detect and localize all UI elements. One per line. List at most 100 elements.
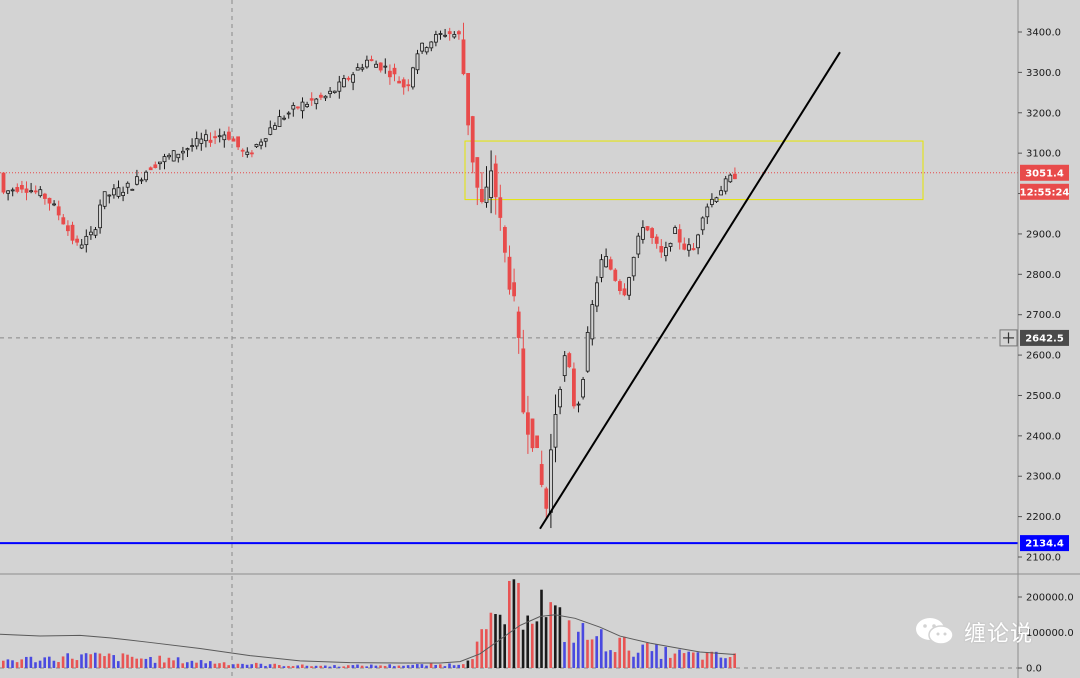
trendline xyxy=(539,51,841,530)
volume-bar xyxy=(75,660,79,668)
price-tick-label: 3300.0 xyxy=(1026,68,1061,79)
candle-body xyxy=(728,174,733,183)
candle-body xyxy=(52,203,56,206)
volume-bar xyxy=(383,665,387,668)
candle-body xyxy=(581,379,585,398)
candle-body xyxy=(378,62,383,71)
candle-body xyxy=(346,77,351,80)
volume-bar xyxy=(531,623,534,668)
candle-body xyxy=(33,190,38,193)
volume-bar xyxy=(71,658,74,668)
candle-body xyxy=(733,173,737,180)
candle-body xyxy=(410,67,415,88)
volume-bar xyxy=(521,629,525,668)
candle-body xyxy=(190,145,195,148)
candle-body xyxy=(526,412,530,435)
candle-body xyxy=(696,234,700,249)
volume-bar xyxy=(250,664,253,668)
candle-body xyxy=(590,304,595,340)
volume-bar xyxy=(112,655,115,668)
volume-bar xyxy=(222,662,226,668)
candle-body xyxy=(622,288,627,296)
volume-bar xyxy=(268,664,272,668)
last-price-tag-bg xyxy=(1020,164,1069,181)
candle-body xyxy=(56,206,61,216)
volume-bar xyxy=(351,665,355,668)
candle-body xyxy=(420,42,425,52)
candle-body xyxy=(479,189,484,202)
candle-body xyxy=(512,282,516,297)
volume-bar xyxy=(682,653,686,668)
volume-bar xyxy=(503,624,506,668)
volume-bar xyxy=(512,579,516,668)
volume-bar xyxy=(199,660,203,668)
volume-bar xyxy=(328,666,332,668)
candle-body xyxy=(98,204,102,229)
candle-body xyxy=(121,191,125,196)
candle-body xyxy=(659,246,664,253)
candle-body xyxy=(226,131,231,140)
candle-body xyxy=(15,187,20,192)
candle-body xyxy=(502,227,507,253)
candle-body xyxy=(249,152,254,155)
crosshair-price-tag-bg xyxy=(1020,329,1069,346)
volume-bar xyxy=(728,657,732,668)
volume-bar xyxy=(296,665,299,668)
candle-body xyxy=(167,154,172,158)
volume-bar xyxy=(627,650,631,668)
candle-body xyxy=(116,187,121,197)
candle-body xyxy=(314,98,319,105)
candle-body xyxy=(595,282,599,307)
volume-bar xyxy=(103,656,106,668)
candle-body xyxy=(415,53,420,71)
candle-body xyxy=(309,98,314,101)
volume-layer xyxy=(0,579,736,668)
volume-bar xyxy=(577,631,580,668)
crosshair-price-tag-text: 2642.5 xyxy=(1025,333,1064,344)
candle-body xyxy=(351,74,356,83)
candle-body xyxy=(282,117,287,120)
volume-bar xyxy=(466,660,470,668)
volume-bar xyxy=(314,665,318,668)
candle-body xyxy=(461,39,466,75)
candle-body xyxy=(130,188,135,191)
volume-bar xyxy=(443,666,447,668)
candle-body xyxy=(277,116,282,127)
volume-bar xyxy=(678,649,681,668)
candle-body xyxy=(673,227,677,234)
price-tick-label: 3200.0 xyxy=(1026,108,1061,119)
candle-body xyxy=(650,228,654,239)
candle-body xyxy=(438,33,443,35)
volume-bar xyxy=(278,665,281,668)
volume-bar xyxy=(452,665,456,668)
candle-body xyxy=(89,231,93,236)
last-price-tag-text: 3051.4 xyxy=(1025,168,1064,179)
candle-body xyxy=(604,256,608,268)
candle-body xyxy=(236,136,241,148)
volume-bar xyxy=(259,663,263,668)
candle-body xyxy=(19,185,24,190)
candle-body xyxy=(240,149,245,152)
volume-bar xyxy=(273,663,276,668)
candle-body xyxy=(134,176,139,185)
volume-bar xyxy=(291,666,295,668)
support-level-tag: 2134.4 xyxy=(1020,535,1069,552)
volume-bar xyxy=(710,651,713,668)
volume-bar xyxy=(144,658,148,668)
volume-bar xyxy=(457,664,460,668)
candle-body xyxy=(180,150,185,154)
volume-bar xyxy=(659,658,663,668)
candle-layer xyxy=(1,22,737,529)
volume-bar xyxy=(153,662,157,668)
volume-bar xyxy=(494,614,497,668)
candle-body xyxy=(222,134,227,141)
volume-bar xyxy=(705,652,709,668)
candle-body xyxy=(493,163,498,198)
volume-bar xyxy=(636,652,640,668)
volume-bar xyxy=(623,636,626,668)
crosshair-plus-icon xyxy=(999,329,1018,347)
volume-bar xyxy=(107,653,111,668)
candle-body xyxy=(337,81,342,92)
volume-bar xyxy=(429,663,433,668)
